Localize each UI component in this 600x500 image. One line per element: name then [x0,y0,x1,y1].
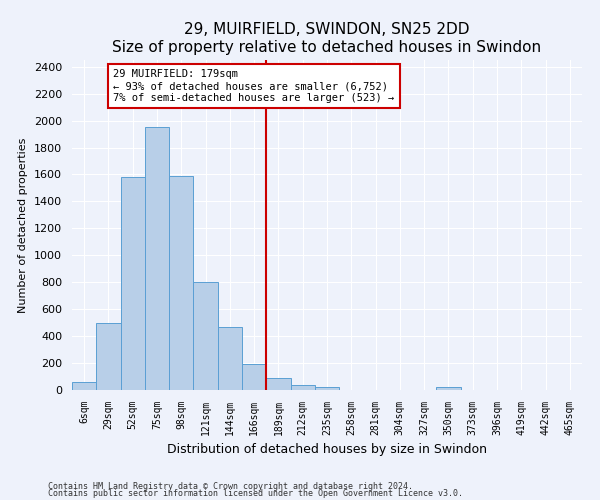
Y-axis label: Number of detached properties: Number of detached properties [19,138,28,312]
Bar [121,177,145,390]
Title: 29, MUIRFIELD, SWINDON, SN25 2DD
Size of property relative to detached houses in: 29, MUIRFIELD, SWINDON, SN25 2DD Size of… [112,22,542,54]
Bar [96,322,121,390]
Text: Contains public sector information licensed under the Open Government Licence v3: Contains public sector information licen… [48,489,463,498]
Bar [145,128,169,390]
Bar [315,386,339,390]
Bar [290,386,315,390]
Bar [72,382,96,390]
Bar [218,326,242,390]
Text: Contains HM Land Registry data © Crown copyright and database right 2024.: Contains HM Land Registry data © Crown c… [48,482,413,491]
Bar [169,176,193,390]
Text: 29 MUIRFIELD: 179sqm
← 93% of detached houses are smaller (6,752)
7% of semi-det: 29 MUIRFIELD: 179sqm ← 93% of detached h… [113,70,395,102]
Bar [242,364,266,390]
X-axis label: Distribution of detached houses by size in Swindon: Distribution of detached houses by size … [167,444,487,456]
Bar [266,378,290,390]
Bar [193,282,218,390]
Bar [436,388,461,390]
